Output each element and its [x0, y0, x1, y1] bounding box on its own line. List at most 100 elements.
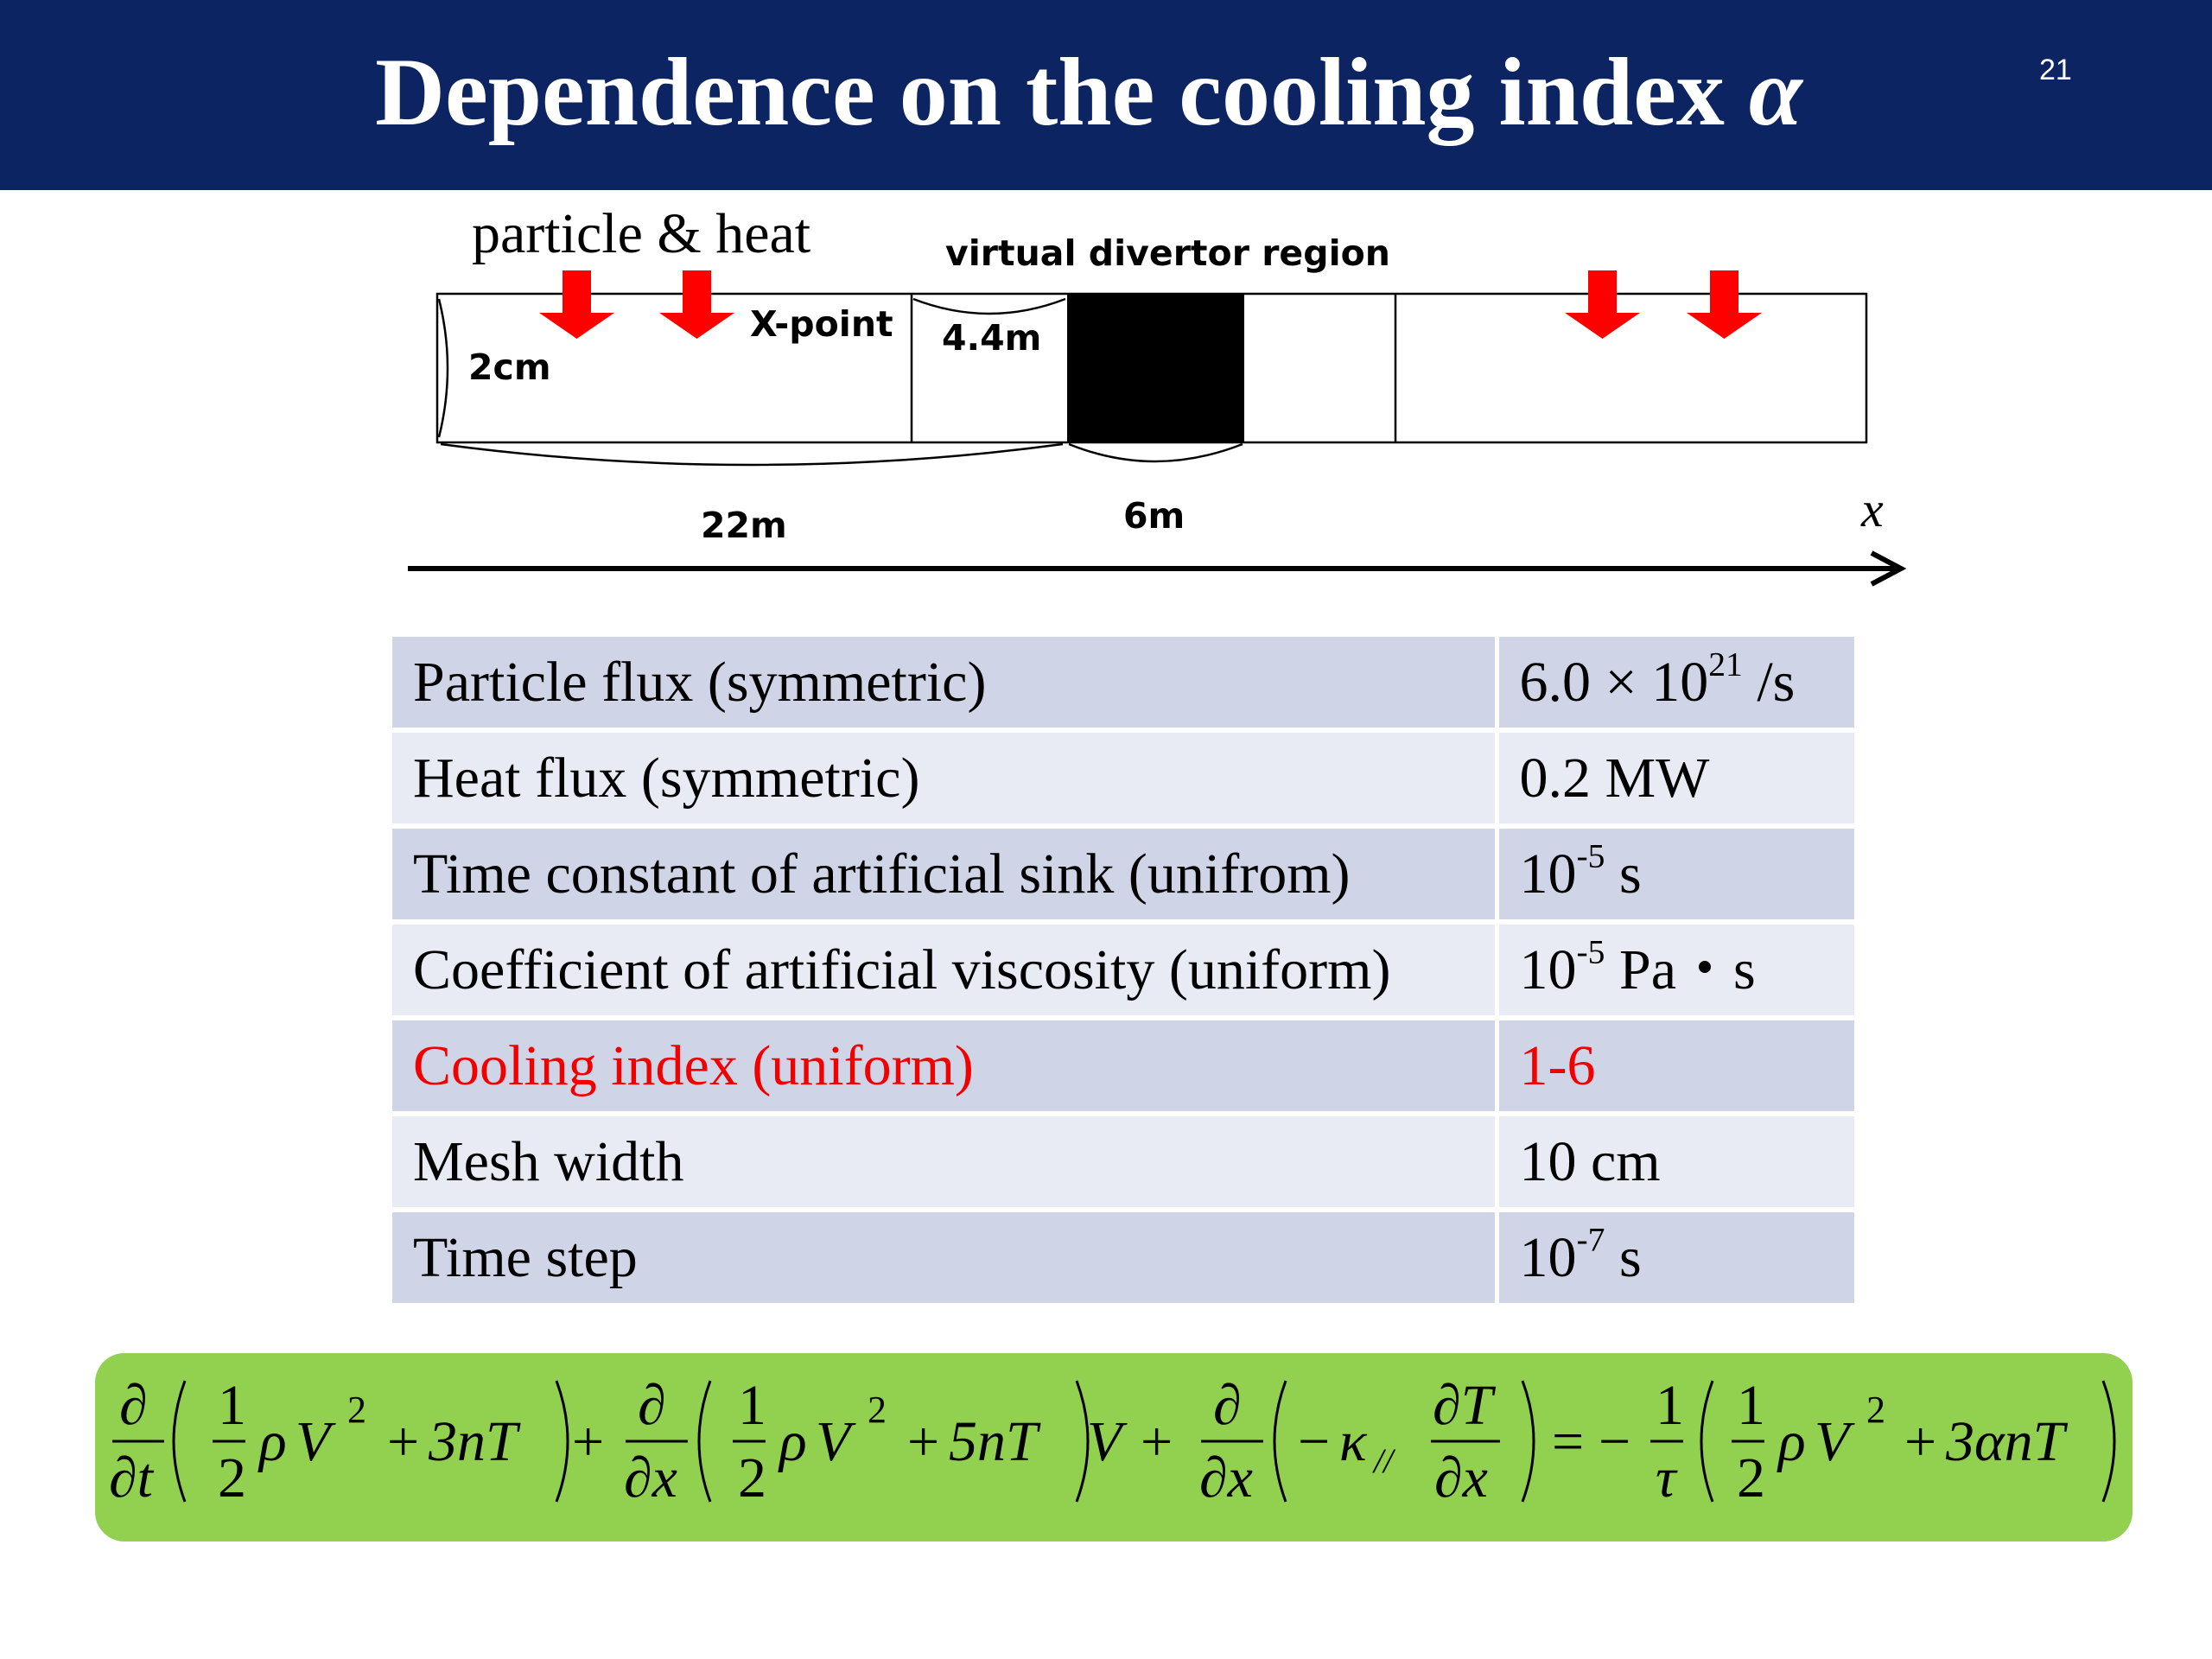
- total-length-brace: [440, 442, 1064, 467]
- param-value-main: 1-6: [1519, 1033, 1596, 1097]
- eq-paren-open: [697, 1380, 712, 1503]
- table-row: Mesh width 10 cm: [392, 1114, 1854, 1212]
- slide-title: Dependence on the cooling index α: [0, 36, 2177, 149]
- flux-tube-diagram: particle & heat virtual divertor region …: [408, 202, 1907, 587]
- divertor-length-label: 6m: [1123, 495, 1185, 537]
- eq-partial: ∂: [1213, 1374, 1242, 1437]
- param-value-main: 10 cm: [1519, 1129, 1661, 1193]
- eq-paren-open: [1700, 1380, 1714, 1503]
- eq-plus: +: [1904, 1410, 1936, 1473]
- eq-minus: −: [1599, 1410, 1630, 1473]
- eq-paren-close: [555, 1380, 569, 1503]
- param-label: Heat flux (symmetric): [392, 730, 1497, 829]
- eq-paren-close: [1521, 1380, 1535, 1503]
- eq-one: 1: [1656, 1374, 1684, 1437]
- eq-square: 2: [868, 1389, 887, 1431]
- param-value-exponent: -7: [1576, 1219, 1605, 1258]
- param-value-main: 0.2 MW: [1519, 746, 1710, 810]
- eq-two: 2: [1737, 1446, 1765, 1510]
- table-row: Time constant of artificial sink (unifro…: [392, 826, 1854, 925]
- eq-one: 1: [1737, 1374, 1765, 1437]
- param-value-exponent: 21: [1708, 644, 1743, 683]
- parameter-table: Particle flux (symmetric) 6.0 × 1021 /s He…: [392, 637, 1854, 1308]
- source-label: particle & heat: [472, 202, 810, 265]
- eq-v: V: [816, 1410, 856, 1473]
- table-row: Heat flux (symmetric) 0.2 MW: [392, 730, 1854, 829]
- eq-partial-T: ∂T: [1433, 1374, 1497, 1437]
- param-value-unit: s: [1605, 1225, 1642, 1289]
- eq-partial-x: ∂x: [624, 1446, 677, 1510]
- eq-rho: ρ: [1777, 1410, 1806, 1473]
- param-value-main: 10: [1519, 1225, 1577, 1289]
- param-value-main: 6.0 × 10: [1519, 650, 1709, 714]
- leg-brace: [912, 297, 1066, 315]
- eq-v: V: [1087, 1410, 1128, 1473]
- eq-tau: τ: [1656, 1446, 1678, 1510]
- eq-3nT: 3nT: [428, 1410, 521, 1473]
- table-row: Time step 10-7 s: [392, 1210, 1854, 1308]
- eq-paren-close: [1075, 1380, 1090, 1503]
- param-value-unit: /s: [1742, 650, 1796, 714]
- param-value-unit: s: [1605, 842, 1642, 906]
- xpoint-label: X-point: [750, 303, 893, 345]
- param-label: Mesh width: [392, 1114, 1497, 1212]
- eq-two: 2: [738, 1446, 766, 1510]
- page-number: 21: [2039, 54, 2072, 86]
- param-label: Particle flux (symmetric): [392, 637, 1497, 733]
- table-row: Cooling index (uniform) 1-6: [392, 1018, 1854, 1116]
- param-value: 6.0 × 1021 /s: [1494, 637, 1854, 733]
- param-value-exponent: -5: [1576, 931, 1605, 970]
- eq-rho: ρ: [257, 1410, 287, 1473]
- param-value: 1-6: [1494, 1018, 1854, 1116]
- height-brace: [437, 298, 449, 438]
- source-arrow-icon: [1565, 270, 1640, 339]
- eq-3anT: 3αnT: [1945, 1410, 2069, 1473]
- eq-kappa: κ: [1339, 1410, 1368, 1473]
- x-axis-label: x: [1860, 481, 1884, 537]
- eq-paren-close: [2101, 1380, 2116, 1503]
- param-value: 10-5 s: [1494, 826, 1854, 925]
- param-value-main: 10: [1519, 842, 1577, 906]
- eq-v: V: [296, 1410, 336, 1473]
- eq-minus: −: [1298, 1410, 1330, 1473]
- param-value: 10-5 Pa・s: [1494, 922, 1854, 1020]
- eq-square: 2: [1866, 1389, 1885, 1431]
- eq-partial-x: ∂x: [1199, 1446, 1253, 1510]
- eq-paren-open: [1273, 1380, 1287, 1503]
- param-value-exponent: -5: [1576, 836, 1605, 874]
- title-alpha-symbol: α: [1748, 39, 1802, 146]
- leg-length-label: 4.4m: [942, 317, 1041, 359]
- param-value: 0.2 MW: [1494, 730, 1854, 829]
- eq-5nT: 5nT: [949, 1410, 1041, 1473]
- eq-plus: +: [1141, 1410, 1173, 1473]
- eq-rho: ρ: [778, 1410, 807, 1473]
- param-label: Time step: [392, 1210, 1497, 1308]
- eq-plus: +: [572, 1410, 604, 1473]
- eq-two: 2: [218, 1446, 246, 1510]
- param-label: Coefficient of artificial viscosity (uni…: [392, 922, 1497, 1020]
- table-row: Coefficient of artificial viscosity (uni…: [392, 922, 1854, 1020]
- x-axis-arrowhead-icon: [1870, 550, 1907, 587]
- table-row: Particle flux (symmetric) 6.0 × 1021 /s: [392, 637, 1854, 733]
- eq-partial-x: ∂x: [1434, 1446, 1488, 1510]
- source-arrow-icon: [539, 270, 614, 339]
- height-label: 2cm: [468, 346, 551, 388]
- eq-square: 2: [347, 1389, 366, 1431]
- param-value: 10-7 s: [1494, 1210, 1854, 1308]
- total-length-label: 22m: [701, 505, 787, 546]
- param-value-main: 10: [1519, 938, 1577, 1001]
- param-label: Cooling index (uniform): [392, 1018, 1497, 1116]
- title-text: Dependence on the cooling index: [375, 39, 1749, 146]
- divertor-block: [1067, 294, 1244, 442]
- energy-equation-box: ∂ ∂t 1 2 ρ V 2 + 3nT + ∂ ∂x 1 2 ρ V 2 + …: [95, 1353, 2133, 1541]
- eq-partial: ∂: [638, 1374, 666, 1437]
- title-bar: Dependence on the cooling index α 21: [0, 0, 2212, 190]
- eq-partial-t: ∂t: [109, 1446, 155, 1510]
- eq-plus: +: [907, 1410, 939, 1473]
- region-label: virtual divertor region: [945, 232, 1390, 274]
- divertor-length-brace: [1068, 442, 1243, 463]
- eq-partial: ∂: [119, 1374, 148, 1437]
- eq-paren-open: [172, 1380, 187, 1503]
- param-value-unit: Pa・s: [1605, 938, 1756, 1001]
- eq-parallel: //: [1372, 1441, 1396, 1480]
